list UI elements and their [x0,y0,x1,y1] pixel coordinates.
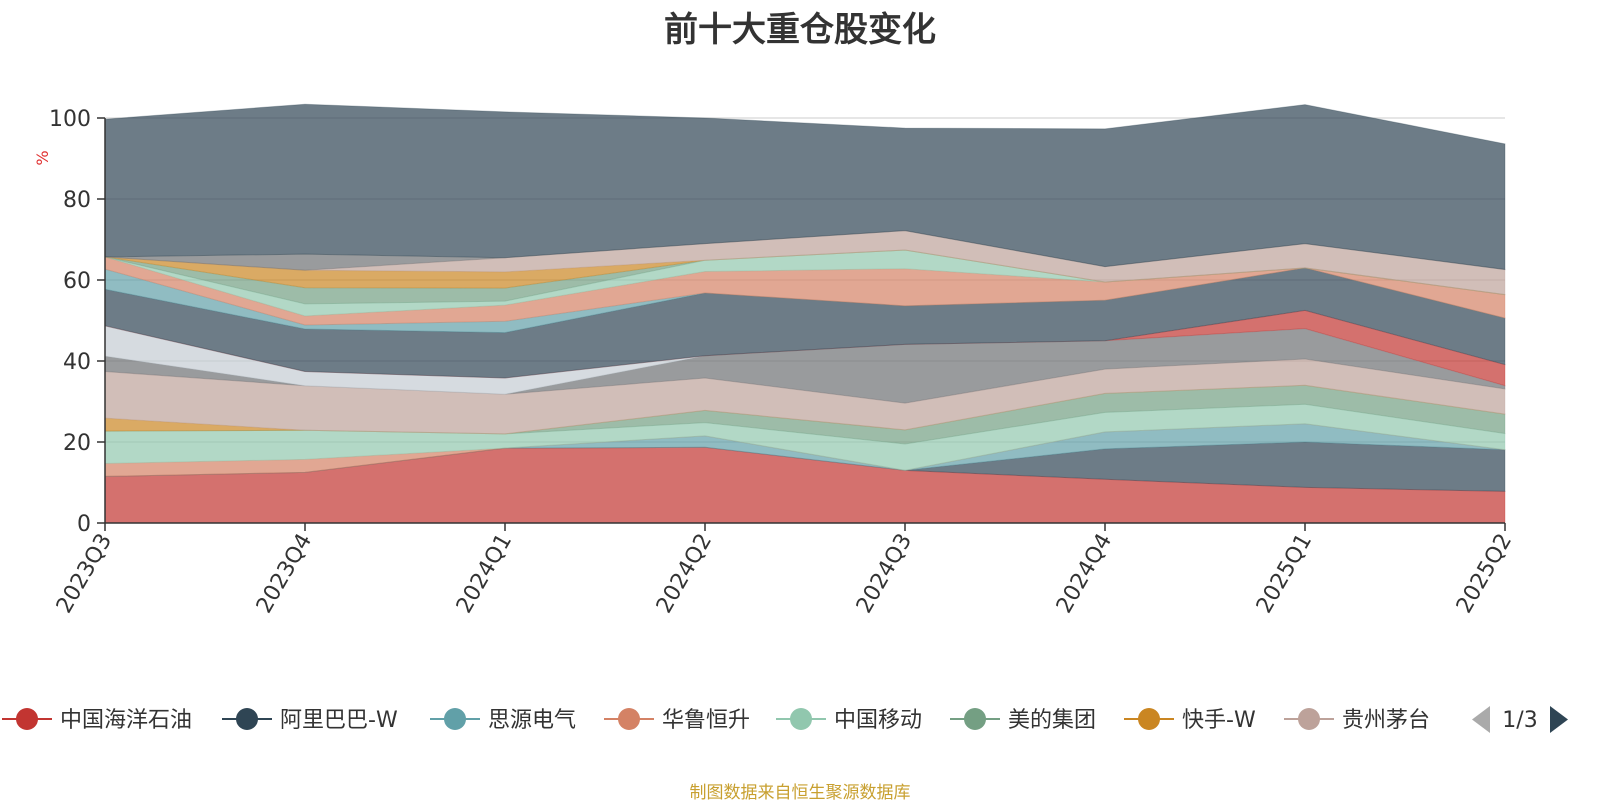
legend-label: 思源电气 [488,708,576,733]
legend-item[interactable]: 阿里巴巴-W [222,708,398,733]
area-layer [104,103,1506,524]
legend-label: 美的集团 [1008,708,1096,733]
legend-item[interactable]: 思源电气 [430,708,576,733]
legend-marker [1298,708,1320,730]
legend-item[interactable]: 美的集团 [950,708,1096,733]
y-axis-label: % [33,150,52,165]
legend-label: 阿里巴巴-W [280,708,398,733]
area-series-11[interactable] [104,267,1506,379]
y-tick-label: 60 [63,269,91,294]
y-tick-label: 20 [63,431,91,456]
legend-label: 快手-W [1182,708,1256,733]
legend-label: 贵州茅台 [1342,708,1430,733]
x-tick-label: 2025Q1 [1252,530,1317,618]
legend-item[interactable]: 贵州茅台 [1284,708,1430,733]
legend-marker [964,708,986,730]
legend-page-indicator: 1/3 [1502,708,1537,733]
x-tick-label: 2023Q3 [52,530,117,618]
legend-prev-icon[interactable] [1472,706,1490,733]
legend-marker [618,708,640,730]
x-tick-label: 2024Q3 [852,530,917,618]
legend-label: 中国移动 [834,708,922,733]
legend-marker [16,708,38,730]
area-series-13[interactable] [104,256,1506,326]
x-tick-label: 2024Q4 [1052,530,1117,618]
y-tick-label: 0 [77,512,91,537]
legend-item[interactable]: 华鲁恒升 [604,708,750,733]
legend-label: 华鲁恒升 [662,708,750,733]
y-tick-label: 80 [63,188,91,213]
area-series-19[interactable] [104,103,1506,271]
legend-item[interactable]: 中国移动 [776,708,922,733]
legend-marker [790,708,812,730]
chart-title: 前十大重仓股变化 [664,10,936,50]
source-note: 制图数据来自恒生聚源数据库 [689,783,911,803]
x-tick-label: 2024Q1 [452,530,517,618]
legend-next-icon[interactable] [1550,706,1568,733]
y-tick-label: 40 [63,350,91,375]
x-tick-label: 2024Q2 [652,530,717,618]
legend-marker [236,708,258,730]
legend-marker [1138,708,1160,730]
y-tick-label: 100 [49,107,91,132]
area-series-1[interactable] [104,441,1506,492]
legend-item[interactable]: 快手-W [1124,708,1256,733]
legend-marker [444,708,466,730]
x-tick-label: 2023Q4 [252,530,317,618]
legend: 中国海洋石油 阿里巴巴-W 思源电气 华鲁恒升 中国移动 美的集团 快手-W 贵州茅台 1/3 [2,706,1568,733]
x-tick-label: 2025Q2 [1452,530,1517,618]
legend-label: 中国海洋石油 [60,708,192,733]
legend-item[interactable]: 中国海洋石油 [2,708,192,733]
